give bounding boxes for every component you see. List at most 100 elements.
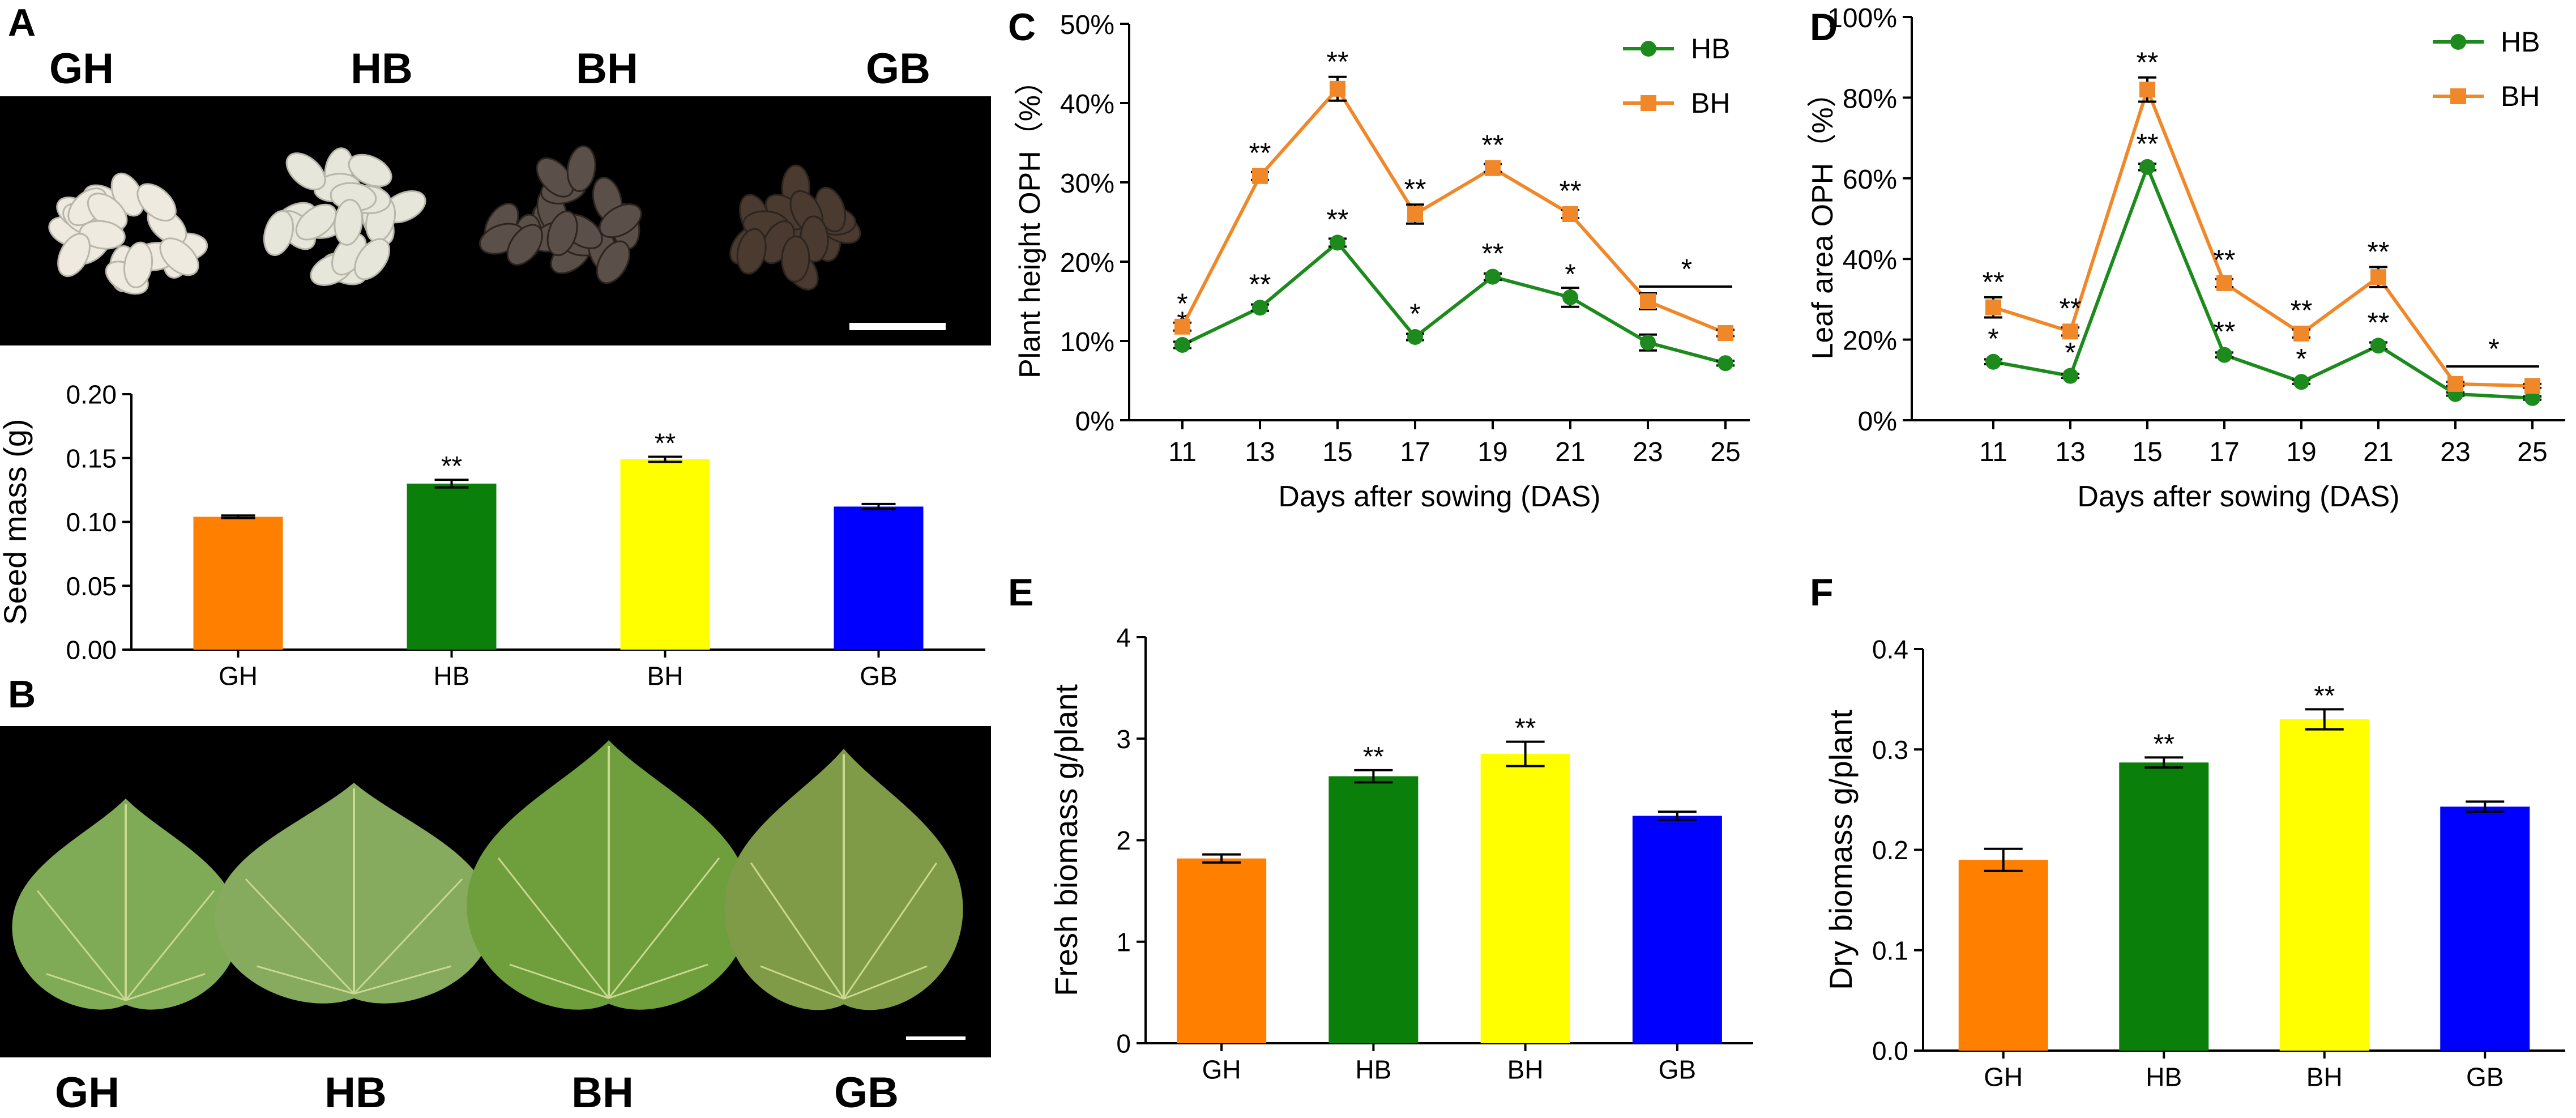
significance-label: * xyxy=(2065,337,2075,369)
seed xyxy=(596,240,631,284)
x-tick-label-gb: GB xyxy=(1659,1055,1696,1084)
x-tick-label: 21 xyxy=(2363,437,2393,467)
y-tick-label: 0.05 xyxy=(66,571,117,601)
point-bh xyxy=(1252,168,1268,184)
leaf-photo-canvas xyxy=(12,740,966,1040)
point-hb xyxy=(1985,353,2001,370)
point-hb xyxy=(1407,329,1423,345)
significance-label: ** xyxy=(2060,292,2082,324)
x-tick-label: 25 xyxy=(2517,437,2547,467)
significance-label: ** xyxy=(1327,203,1349,235)
panel-label-e: E xyxy=(1008,571,1034,614)
significance-bracket-label: * xyxy=(1681,253,1692,285)
leaf-vein xyxy=(353,878,463,995)
seed-photo-label-bh: BH xyxy=(576,45,638,93)
leaf-gb xyxy=(724,749,963,1010)
seed xyxy=(79,220,126,250)
x-tick-label: 15 xyxy=(1322,437,1352,467)
seed xyxy=(123,241,153,288)
x-tick-label-bh: BH xyxy=(2306,1062,2343,1091)
seed xyxy=(136,183,177,222)
leaf-photo-label-hb: HB xyxy=(324,1069,387,1117)
y-tick-label: 40% xyxy=(1843,245,1897,275)
x-tick-label-hb: HB xyxy=(2146,1062,2182,1091)
point-hb xyxy=(1718,355,1733,372)
leaf-vein xyxy=(257,965,354,995)
x-tick-label: 13 xyxy=(2055,437,2085,467)
leaf-vein xyxy=(245,878,355,995)
point-bh xyxy=(2447,375,2463,392)
y-tick-label: 0.20 xyxy=(66,380,117,409)
series-line-hb xyxy=(1993,162,2533,400)
seed xyxy=(159,237,199,276)
seed xyxy=(781,235,810,283)
point-hb xyxy=(2062,368,2078,384)
point-hb xyxy=(2139,159,2155,175)
significance-label: ** xyxy=(1560,175,1582,207)
y-tick-label: 0.2 xyxy=(1872,835,1908,865)
seed xyxy=(334,199,363,246)
seed xyxy=(536,157,574,198)
series-line-hb xyxy=(1181,240,1726,365)
significance-bracket-label: * xyxy=(2488,333,2499,365)
point-hb xyxy=(2370,338,2386,354)
seed-cluster-bh xyxy=(479,145,642,284)
leaf-vein xyxy=(353,965,451,995)
y-tick-label: 20% xyxy=(1060,248,1114,278)
seed xyxy=(57,233,91,278)
point-bh xyxy=(1174,318,1190,335)
x-tick-label-gh: GH xyxy=(1984,1062,2023,1091)
point-bh xyxy=(2370,269,2386,285)
x-axis-title: Days after sowing (DAS) xyxy=(1278,480,1600,513)
y-tick-label: 40% xyxy=(1060,89,1114,120)
legend-marker-bh xyxy=(1641,95,1656,111)
x-tick-label-hb: HB xyxy=(1355,1055,1391,1084)
y-tick-label: 0.00 xyxy=(66,635,117,665)
fresh-biomass-chart: 0 1 2 3 4 GH HB ** BH ** GB Fresh biomass g/plant xyxy=(1048,623,1753,1084)
panel-label-c: C xyxy=(1008,6,1036,49)
leaf-vein xyxy=(843,862,938,1000)
leaf-vein xyxy=(750,862,845,1000)
significance-label: * xyxy=(2296,343,2306,374)
leaf-photo xyxy=(0,726,991,1057)
seed-photo-label-gh: GH xyxy=(49,45,114,93)
point-hb xyxy=(1562,289,1578,305)
significance-label: ** xyxy=(2137,128,2159,160)
panel-label-b: B xyxy=(8,673,36,716)
leaf-vein xyxy=(125,890,215,1001)
x-tick-label-gh: GH xyxy=(1202,1055,1241,1084)
x-tick-label: 19 xyxy=(1477,437,1507,467)
seed xyxy=(736,228,767,275)
dry-biomass-chart: 0.0 0.1 0.2 0.3 0.4 GH HB ** BH ** GB Dry biomass g… xyxy=(1823,635,2565,1091)
leaf-photo-label-gb: GB xyxy=(834,1069,899,1117)
y-tick-label: 0% xyxy=(1858,407,1897,437)
leaf-vein xyxy=(497,857,610,999)
significance-label: * xyxy=(1177,288,1187,319)
y-tick-label: 0.15 xyxy=(66,443,117,473)
point-bh xyxy=(1562,206,1578,222)
leaf-vein xyxy=(608,857,720,999)
significance-label: * xyxy=(1988,323,1998,355)
x-axis-title: Days after sowing (DAS) xyxy=(2077,480,2399,513)
significance-label: * xyxy=(1565,258,1575,290)
point-bh xyxy=(1407,206,1423,222)
legend-marker-bh xyxy=(2450,88,2466,104)
legend-label-bh: BH xyxy=(1691,87,1730,119)
bar-hb xyxy=(1328,776,1419,1043)
significance-label: ** xyxy=(1515,714,1536,744)
seed-cluster-gb xyxy=(729,164,861,291)
significance-label: ** xyxy=(1482,238,1504,270)
leaf-bh xyxy=(467,740,751,1010)
significance-label: ** xyxy=(2368,236,2390,267)
y-tick-label: 60% xyxy=(1843,165,1897,195)
y-tick-label: 0 xyxy=(1116,1029,1131,1059)
y-tick-label: 1 xyxy=(1116,927,1131,957)
series-line-bh xyxy=(1181,86,1727,335)
significance-label: * xyxy=(1409,298,1420,330)
point-bh xyxy=(2216,275,2232,291)
seed xyxy=(348,153,392,187)
significance-label: ** xyxy=(441,451,462,481)
y-tick-label: 4 xyxy=(1116,623,1131,652)
significance-label: ** xyxy=(2154,729,2175,759)
y-tick-label: 0% xyxy=(1075,407,1114,437)
